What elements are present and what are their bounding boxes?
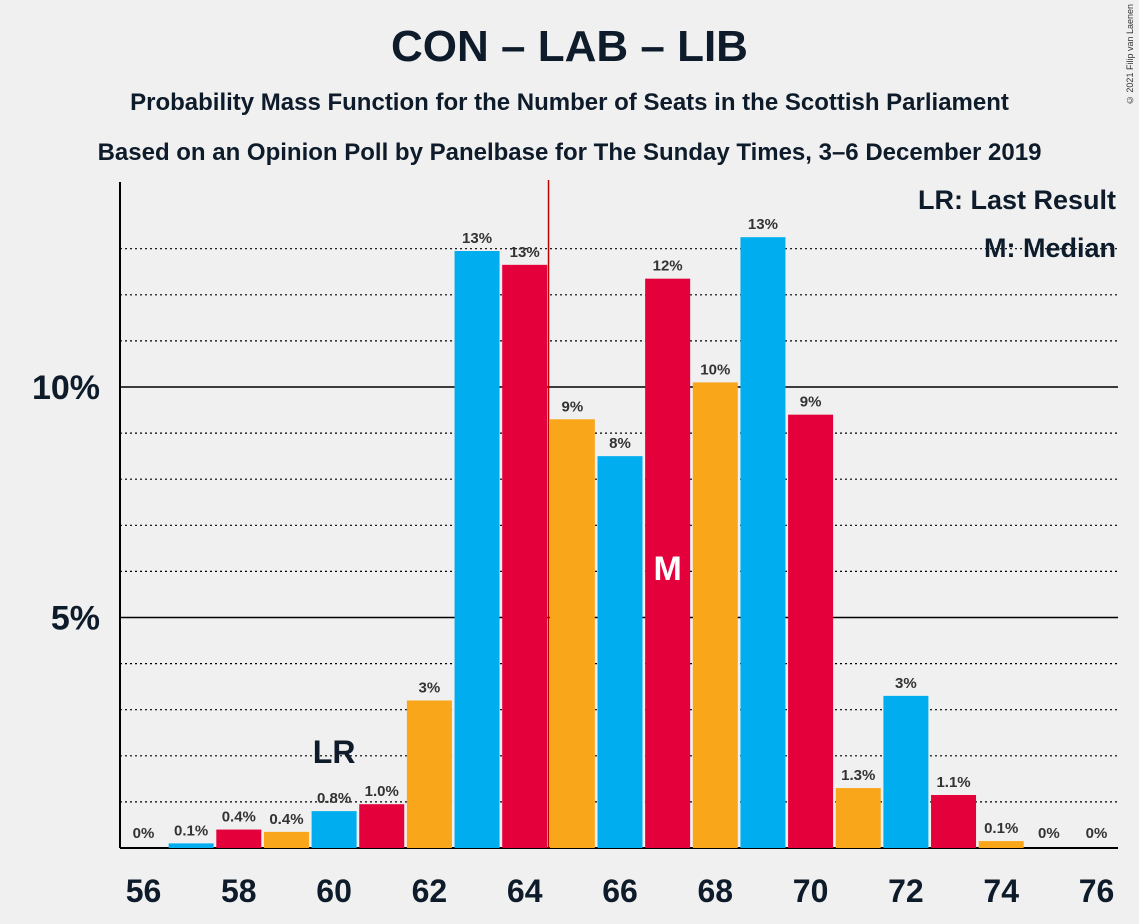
x-tick-label: 64 (507, 873, 543, 909)
x-tick-label: 58 (221, 873, 257, 909)
x-tick-label: 56 (126, 873, 162, 909)
bar-68 (692, 382, 738, 848)
bar-70 (788, 414, 834, 848)
bar-value-label: 1.3% (841, 767, 875, 784)
x-tick-label: 68 (698, 873, 734, 909)
bar-value-label: 8% (609, 435, 631, 452)
bar-64 (502, 264, 548, 849)
median-marker: M (653, 550, 681, 588)
bar-71 (835, 788, 881, 848)
chart-subtitle-1: Probability Mass Function for the Number… (130, 89, 1009, 116)
bar-63 (454, 251, 500, 848)
legend-last-result: LR: Last Result (918, 185, 1116, 215)
x-tick-label: 70 (793, 873, 829, 909)
last-result-marker: LR (313, 734, 356, 770)
bar-61 (359, 804, 405, 848)
bar-value-label: 0% (1086, 825, 1108, 842)
bar-67 (645, 278, 691, 848)
bar-value-label: 0.4% (269, 811, 303, 828)
x-tick-label: 62 (412, 873, 448, 909)
bar-value-label: 13% (510, 244, 540, 261)
bar-value-label: 0.1% (174, 822, 208, 839)
bar-value-label: 9% (562, 398, 584, 415)
legend-median: M: Median (984, 233, 1116, 263)
bar-value-label: 0% (133, 825, 155, 842)
bar-74 (978, 841, 1024, 848)
bar-value-label: 0.8% (317, 790, 351, 807)
bar-66 (597, 456, 643, 848)
bar-73 (931, 794, 977, 848)
bar-69 (740, 237, 786, 849)
chart-title: CON – LAB – LIB (391, 22, 748, 71)
x-tick-label: 74 (983, 873, 1019, 909)
bar-57 (168, 843, 214, 848)
bar-value-label: 3% (419, 679, 441, 696)
bar-value-label: 1.1% (936, 774, 970, 791)
bar-value-label: 9% (800, 394, 822, 411)
bar-value-label: 13% (462, 230, 492, 247)
x-tick-label: 66 (602, 873, 638, 909)
bar-58 (216, 829, 262, 848)
bar-value-label: 12% (653, 258, 683, 275)
bar-62 (406, 700, 452, 848)
y-tick-label: 5% (51, 600, 100, 638)
x-tick-label: 72 (888, 873, 924, 909)
x-tick-label: 60 (316, 873, 352, 909)
chart-subtitle-2: Based on an Opinion Poll by Panelbase fo… (97, 139, 1042, 166)
bar-65 (549, 419, 595, 848)
bar-60 (311, 811, 357, 848)
bar-value-label: 1.0% (365, 783, 399, 800)
bar-value-label: 0.1% (984, 820, 1018, 837)
bar-value-label: 0.4% (222, 809, 256, 826)
bar-72 (883, 695, 929, 848)
bar-value-label: 3% (895, 675, 917, 692)
bar-59 (263, 831, 309, 848)
bar-value-label: 10% (700, 361, 730, 378)
x-tick-label: 76 (1079, 873, 1115, 909)
y-tick-label: 10% (32, 369, 100, 407)
bar-value-label: 0% (1038, 825, 1060, 842)
bar-value-label: 13% (748, 216, 778, 233)
